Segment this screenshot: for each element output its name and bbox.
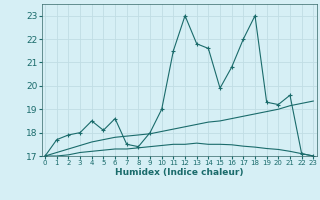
- X-axis label: Humidex (Indice chaleur): Humidex (Indice chaleur): [115, 168, 244, 177]
